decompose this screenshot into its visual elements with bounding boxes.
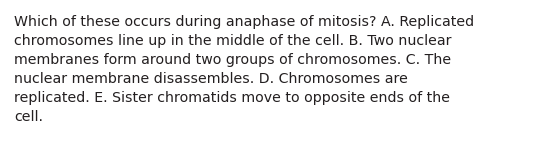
Text: Which of these occurs during anaphase of mitosis? A. Replicated
chromosomes line: Which of these occurs during anaphase of… xyxy=(14,15,474,124)
